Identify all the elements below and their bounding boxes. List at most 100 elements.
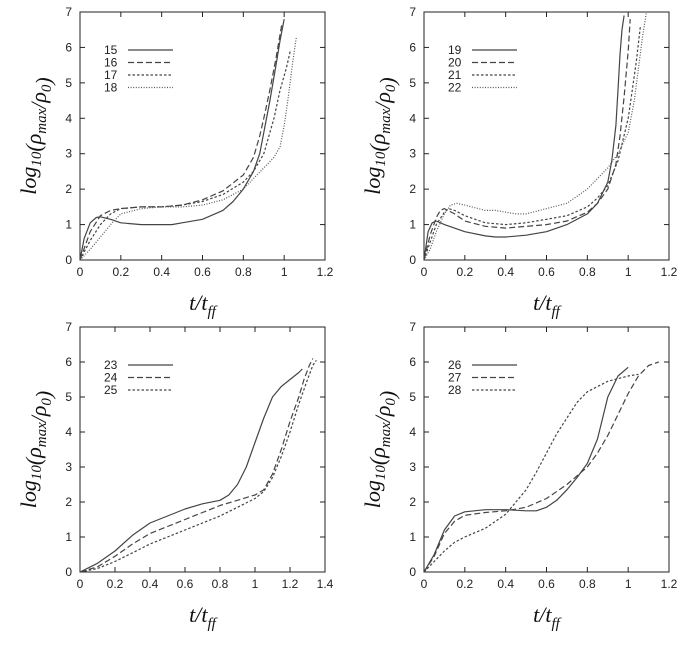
- y-tick-label: 0: [409, 565, 416, 579]
- y-tick-label: 4: [65, 111, 72, 125]
- y-tick-label: 2: [65, 495, 72, 509]
- x-tick-label: 0.6: [538, 577, 555, 591]
- series-line-15: [80, 18, 285, 260]
- y-tick-label: 0: [65, 253, 72, 267]
- y-tick-label: 1: [65, 218, 72, 232]
- legend-label-22: 22: [448, 81, 462, 95]
- y-tick-label: 7: [65, 5, 72, 19]
- x-tick-label: 1: [281, 265, 288, 279]
- x-tick-label: 0.6: [194, 265, 211, 279]
- series-line-17: [80, 50, 291, 260]
- x-axis-label: t/tff: [533, 290, 562, 320]
- y-tick-label: 6: [409, 40, 416, 54]
- legend-label-17: 17: [104, 68, 118, 82]
- y-tick-label: 5: [65, 76, 72, 90]
- legend-label-23: 23: [104, 358, 118, 372]
- y-tick-label: 6: [65, 40, 72, 54]
- x-tick-label: 1.2: [661, 265, 678, 279]
- legend-label-16: 16: [104, 56, 118, 70]
- plot-frame: [79, 326, 326, 573]
- y-tick-label: 3: [409, 147, 416, 161]
- y-axis-label: log10(ρmax/ρ0): [16, 391, 56, 509]
- y-tick-label: 2: [409, 182, 416, 196]
- series-line-19: [424, 15, 625, 260]
- x-tick-label: 0.2: [112, 265, 129, 279]
- x-tick-label: 1: [625, 265, 632, 279]
- y-tick-label: 1: [65, 530, 72, 544]
- y-tick-label: 7: [409, 320, 416, 334]
- y-tick-label: 7: [65, 320, 72, 334]
- y-tick-label: 4: [409, 425, 416, 439]
- y-tick-label: 4: [65, 425, 72, 439]
- legend-label-25: 25: [104, 383, 118, 397]
- legend-label-27: 27: [448, 371, 462, 385]
- legend-label-26: 26: [448, 358, 462, 372]
- x-axis-label: t/tff: [533, 602, 562, 632]
- y-tick-label: 3: [65, 147, 72, 161]
- y-tick-label: 2: [409, 495, 416, 509]
- y-tick-label: 6: [409, 355, 416, 369]
- x-tick-label: 0.2: [107, 577, 124, 591]
- series-line-28: [424, 373, 639, 572]
- y-axis-label: log10(ρmax/ρ0): [16, 77, 56, 195]
- x-tick-label: 0.4: [142, 577, 159, 591]
- x-tick-label: 0: [421, 577, 428, 591]
- chart-panel-3: 0 0.2 0.4 0.6 0.8 1 1.2 1.401234567232425log10(…: [16, 320, 334, 632]
- y-tick-label: 1: [409, 530, 416, 544]
- series-line-24: [80, 358, 314, 572]
- x-tick-label: 1.2: [282, 577, 299, 591]
- series-line-16: [80, 22, 283, 260]
- legend-label-24: 24: [104, 371, 118, 385]
- x-tick-label: 0.2: [456, 265, 473, 279]
- y-tick-label: 1: [409, 218, 416, 232]
- y-tick-label: 3: [65, 460, 72, 474]
- series-line-18: [80, 36, 297, 260]
- y-axis-label: log10(ρmax/ρ0): [360, 391, 400, 509]
- legend-label-21: 21: [448, 68, 462, 82]
- x-tick-label: 0.8: [235, 265, 252, 279]
- x-tick-label: 0.8: [212, 577, 229, 591]
- legend-label-28: 28: [448, 383, 462, 397]
- x-axis-label: t/tff: [189, 602, 218, 632]
- legend-label-15: 15: [104, 43, 118, 57]
- y-tick-label: 5: [65, 390, 72, 404]
- legend-label-19: 19: [448, 43, 462, 57]
- x-tick-label: 1: [252, 577, 259, 591]
- x-tick-label: 0.6: [177, 577, 194, 591]
- x-tick-label: 0: [77, 265, 84, 279]
- x-tick-label: 0.4: [497, 577, 514, 591]
- y-tick-label: 0: [409, 253, 416, 267]
- x-tick-label: 0.4: [153, 265, 170, 279]
- series-line-21: [424, 26, 641, 260]
- x-tick-label: 1.2: [317, 265, 334, 279]
- x-tick-label: 0.2: [456, 577, 473, 591]
- x-tick-label: 0: [421, 265, 428, 279]
- series-line-27: [424, 361, 659, 572]
- x-tick-label: 0.4: [497, 265, 514, 279]
- x-tick-label: 0.8: [579, 577, 596, 591]
- series-line-22: [424, 12, 648, 260]
- series-line-26: [424, 366, 629, 572]
- y-tick-label: 5: [409, 390, 416, 404]
- y-tick-label: 7: [409, 5, 416, 19]
- x-tick-label: 1.2: [661, 577, 678, 591]
- series-line-23: [80, 368, 303, 572]
- y-tick-label: 4: [409, 111, 416, 125]
- y-tick-label: 5: [409, 76, 416, 90]
- legend-label-18: 18: [104, 81, 118, 95]
- x-tick-label: 0.6: [538, 265, 555, 279]
- y-tick-label: 0: [65, 565, 72, 579]
- y-tick-label: 6: [65, 355, 72, 369]
- x-tick-label: 1.4: [317, 577, 334, 591]
- x-tick-label: 1: [625, 577, 632, 591]
- x-axis-label: t/tff: [189, 290, 218, 320]
- y-tick-label: 2: [65, 182, 72, 196]
- series-line-20: [424, 19, 631, 260]
- x-tick-label: 0: [77, 577, 84, 591]
- y-axis-label: log10(ρmax/ρ0): [360, 77, 400, 195]
- y-tick-label: 3: [409, 460, 416, 474]
